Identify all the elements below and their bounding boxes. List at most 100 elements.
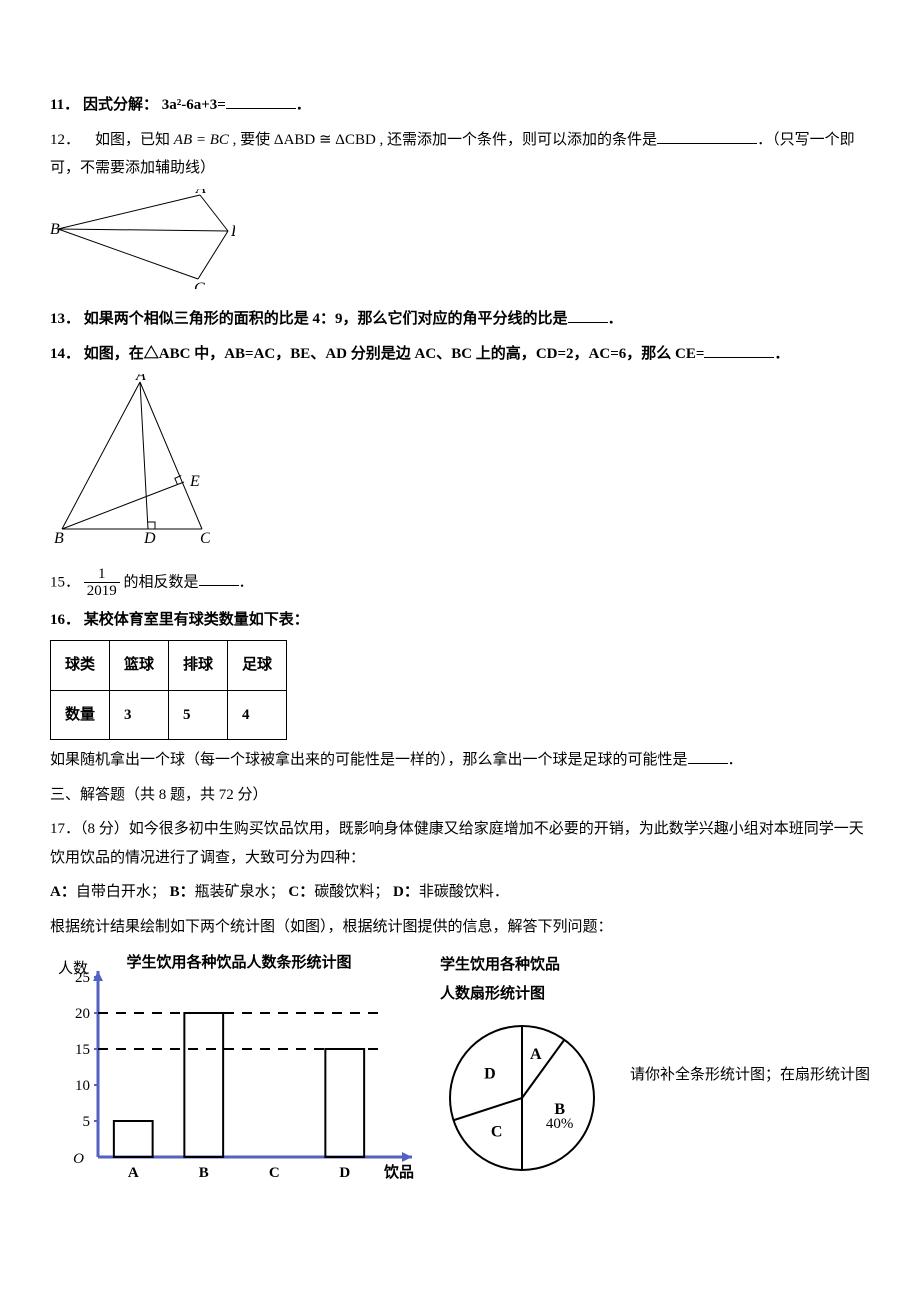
svg-text:C: C (269, 1165, 280, 1181)
q14-text-e: ，那么 (626, 346, 675, 362)
q15-blank (199, 571, 239, 586)
q17-catB-lbl: B： (170, 884, 195, 900)
q14-text-d: 上的高， (472, 346, 536, 362)
table-cell: 排球 (169, 641, 228, 691)
q14-num: 14． (50, 346, 80, 362)
q15-text: 的相反数是 (124, 574, 199, 590)
q15-frac: 1 2019 (84, 566, 120, 600)
q17-charts-row: 学生饮用各种饮品人数条形统计图人数510152025OABCD饮品 学生饮用各种… (50, 951, 870, 1202)
table-cell: 足球 (228, 641, 287, 691)
table-cell: 5 (169, 690, 228, 740)
q14-tail: ． (774, 346, 789, 362)
svg-text:25: 25 (75, 970, 90, 986)
table-cell: 4 (228, 690, 287, 740)
q17-catC-lbl: C： (288, 884, 314, 900)
q14: 14． 如图，在△ABC 中，AB=AC，BE、AD 分别是边 AC、BC 上的… (50, 340, 870, 369)
q17-catA-lbl: A： (50, 884, 76, 900)
q17-catC: 碳酸饮料； (314, 884, 389, 900)
table-cell: 数量 (51, 690, 110, 740)
q13: 13． 如果两个相似三角形的面积的比是 4：9，那么它们对应的角平分线的比是 ． (50, 305, 870, 334)
svg-text:5: 5 (83, 1114, 91, 1130)
q11-blank (226, 94, 296, 109)
q14-blank (704, 343, 774, 358)
svg-text:A: A (530, 1046, 542, 1063)
q17-num: 17． (50, 821, 80, 837)
q15: 15． 1 2019 的相反数是 ． (50, 566, 870, 600)
svg-text:C: C (491, 1124, 503, 1141)
q14-be: BE (290, 346, 310, 362)
svg-text:10: 10 (75, 1078, 90, 1094)
q14-eq1: AB=AC (224, 346, 275, 362)
q14-sep3: 、 (436, 346, 451, 362)
q12-cond: AB = BC (174, 132, 229, 148)
svg-text:C: C (200, 530, 210, 547)
svg-text:O: O (73, 1151, 84, 1167)
q17-bar-chart: 学生饮用各种饮品人数条形统计图人数510152025OABCD饮品 (50, 951, 420, 1191)
q14-ad: AD (325, 346, 347, 362)
q17-task: 请你补全条形统计图；在扇形统计图 (630, 951, 870, 1090)
svg-text:B: B (199, 1165, 209, 1181)
q16-after: 如果随机拿出一个球（每一个球被拿出来的可能性是一样的），那么拿出一个球是足球的可… (50, 752, 688, 768)
q16-blank (688, 749, 728, 764)
svg-text:D: D (143, 530, 156, 547)
q14-ac2: AC=6 (589, 346, 627, 362)
q15-tail: ． (239, 574, 254, 590)
q13-tail: ． (608, 311, 623, 327)
q12-blank (657, 129, 757, 144)
q11-num: 11． (50, 97, 79, 113)
q11: 11． 因式分解： 3a²-6a+3=． (50, 91, 870, 120)
q16-num: 16． (50, 612, 80, 628)
svg-text:40%: 40% (546, 1116, 574, 1132)
q17-cats: A：自带白开水； B：瓶装矿泉水； C：碳酸饮料； D：非碳酸饮料． (50, 878, 870, 907)
table-row: 球类篮球排球足球 (51, 641, 287, 691)
q14-text-c: 分别是边 (347, 346, 415, 362)
svg-text:B: B (54, 530, 64, 547)
q11-text-a: 因式分解： (83, 97, 158, 113)
q14-tri: ABC (159, 346, 191, 362)
svg-text:B: B (50, 221, 60, 238)
svg-text:C: C (194, 280, 205, 289)
table-cell: 3 (110, 690, 169, 740)
svg-text:D: D (484, 1065, 496, 1082)
table-row: 数量354 (51, 690, 287, 740)
q13-num: 13． (50, 311, 80, 327)
q14-cd: CD=2 (536, 346, 574, 362)
q17-pts: （8 分） (80, 821, 129, 837)
q14-bc: BC (451, 346, 472, 362)
table-cell: 篮球 (110, 641, 169, 691)
q13-text-b: ，那么它们对应的角平分线的比是 (343, 311, 568, 327)
svg-text:A: A (135, 374, 146, 384)
q11-tail: ． (296, 97, 311, 113)
q12-mid1: , 要使 (229, 132, 274, 148)
q17-pie-wrap: 学生饮用各种饮品 人数扇形统计图 AB40%CD (440, 951, 610, 1197)
q17-catD-lbl: D： (393, 884, 419, 900)
q12-tri1: ΔABD ≅ ΔCBD (274, 132, 376, 148)
q14-figure: A B C D E (50, 374, 870, 560)
q15-frac-num: 1 (84, 566, 120, 584)
q15-frac-den: 2019 (84, 583, 120, 600)
q17-catD: 非碳酸饮料． (419, 884, 509, 900)
svg-text:D: D (339, 1165, 350, 1181)
q17-line1: 17．（8 分）如今很多初中生购买饮品饮用，既影响身体健康又给家庭增加不必要的开… (50, 815, 870, 872)
q14-ac: AC (415, 346, 437, 362)
q16-after-line: 如果随机拿出一个球（每一个球被拿出来的可能性是一样的），那么拿出一个球是足球的可… (50, 746, 870, 775)
svg-text:A: A (128, 1165, 139, 1181)
q14-sep1: ， (275, 346, 290, 362)
q17-pie-title1: 学生饮用各种饮品 (440, 951, 610, 980)
section3: 三、解答题（共 8 题，共 72 分） (50, 781, 870, 810)
table-cell: 球类 (51, 641, 110, 691)
q16-intro: 某校体育室里有球类数量如下表： (84, 612, 309, 628)
svg-text:E: E (189, 473, 200, 490)
q14-ce: CE= (675, 346, 704, 362)
q13-text-a: 如果两个相似三角形的面积的比是 (84, 311, 313, 327)
q12: 12． 如图，已知 AB = BC , 要使 ΔABD ≅ ΔCBD , 还需添… (50, 126, 870, 183)
q14-text-b: 中， (190, 346, 224, 362)
svg-text:20: 20 (75, 1006, 90, 1022)
q15-num: 15． (50, 574, 80, 590)
q17-pie-title2: 人数扇形统计图 (440, 980, 610, 1009)
q17-line1-text: 如今很多初中生购买饮品饮用，既影响身体健康又给家庭增加不必要的开销，为此数学兴趣… (50, 821, 864, 866)
svg-text:15: 15 (75, 1042, 90, 1058)
svg-text:D: D (230, 223, 235, 240)
q13-ratio: 4：9 (313, 311, 343, 327)
q12-pre: 如图，已知 (95, 132, 174, 148)
